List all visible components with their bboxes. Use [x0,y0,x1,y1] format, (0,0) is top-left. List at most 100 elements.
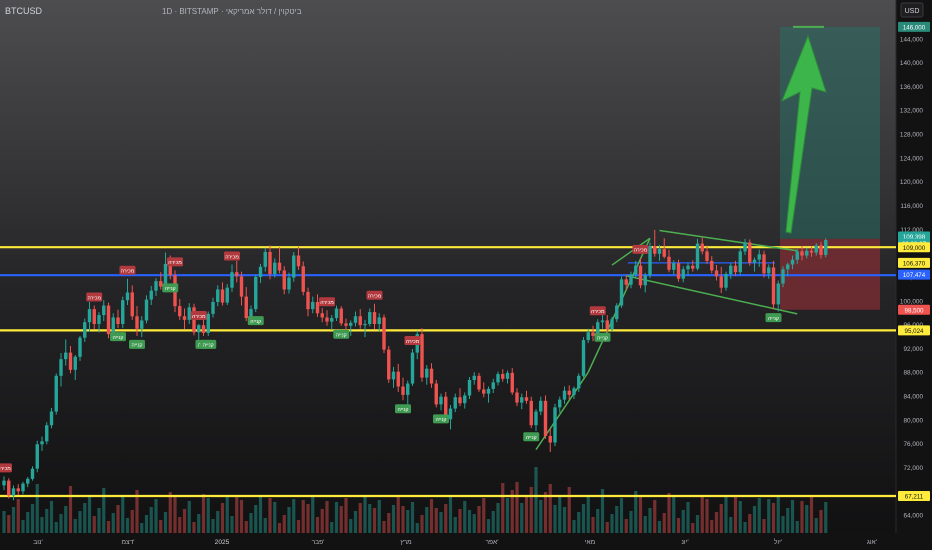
volume-bar [197,514,201,533]
price-tag [898,269,930,280]
volume-bar [710,520,714,533]
symbol-title[interactable]: BTCUSD [5,6,43,16]
volume-bar [819,510,823,533]
volume-bar [258,497,263,533]
volume-bar [600,489,605,533]
volume-bar [26,512,30,533]
volume-bars [2,467,828,533]
candle-body [558,399,562,408]
candle-body [529,400,533,426]
volume-bar [472,514,476,533]
candle-body [467,379,472,396]
candle-body [368,312,372,325]
volume-bar [282,515,286,533]
price-tick-label: 136,000 [900,84,924,91]
candle-body [776,283,780,305]
candle-body [795,251,799,260]
volume-bar [68,486,73,533]
volume-bar [743,522,747,533]
volume-bar [168,492,172,533]
time-tick-label: מאי [585,539,595,546]
candle-body [634,265,638,275]
candle-body [453,397,457,409]
volume-bar [558,497,562,533]
volume-bar [448,496,453,533]
candle-body [216,289,220,302]
volume-bar [695,515,700,533]
volume-bar [681,510,685,533]
candle-body [458,397,462,404]
candle-body [83,322,87,338]
candle-body [130,292,134,317]
candle-body [638,265,643,286]
volume-bar [263,518,267,533]
candle-body [73,356,77,370]
sell-signal [366,290,383,300]
volume-bar [724,496,728,533]
signal-label: מכירה [591,309,605,315]
volume-bar [648,508,652,533]
price-tag [898,242,930,253]
volume-bar [662,513,666,533]
volume-bar [553,505,557,533]
signal-label: קנייה [526,435,537,441]
volume-bar [824,502,828,533]
candle-body [220,289,225,303]
candle-body [254,276,258,310]
volume-bar [406,510,410,533]
volume-bar [7,515,11,533]
candle-body [396,371,400,387]
sell-signal [119,265,136,275]
candle-body [548,435,552,443]
volume-bar [268,498,272,533]
candle-body [596,322,600,336]
volume-bar [543,492,548,533]
signal-label: מכירה [368,294,382,300]
signal-label: מכירה [0,466,11,472]
buy-signal [247,316,264,326]
candle-body [420,334,424,378]
signal-label: מכירה [406,339,420,345]
volume-bar [239,500,244,533]
volume-bar [230,516,234,533]
volume-bar [334,502,339,533]
price-tag-label: 146,000 [903,24,926,31]
candle-body [116,317,120,325]
volume-bar [277,523,282,533]
price-tag [898,257,930,268]
candle-body [762,254,766,274]
candle-body [358,316,362,326]
volume-bar [287,507,291,533]
candle-body [372,312,377,325]
candle-body [230,272,234,288]
candle-body [235,272,239,277]
candle-body [605,320,609,330]
sell-signal [86,292,103,302]
candle-body [524,397,529,401]
currency-label: USD [905,8,920,15]
price-tick-label: 80,000 [903,417,923,424]
candle-body [809,250,814,253]
candle-body [586,332,590,341]
volume-bar [434,508,438,533]
uptrend-line [587,237,651,373]
volume-bar [244,521,248,533]
volume-bar [135,490,139,533]
volume-bar [714,512,719,533]
candle-body [724,273,728,288]
candle-body [771,267,776,305]
sell-signal [167,257,183,267]
volume-bar [249,513,253,533]
volume-bar [809,497,814,533]
currency-button[interactable] [900,2,924,18]
candle-body [610,319,614,330]
volume-bar [581,504,586,533]
volume-bar [795,521,799,533]
candle-body [102,305,106,316]
time-axis[interactable]: נוב' דצמ' 2025 פבר' מרץ אפר' מאי יונ' יול' אוג' [33,538,877,546]
price-tag [898,304,930,315]
candle-body [667,256,671,270]
candle-body [695,243,700,269]
candle-body [714,270,719,277]
